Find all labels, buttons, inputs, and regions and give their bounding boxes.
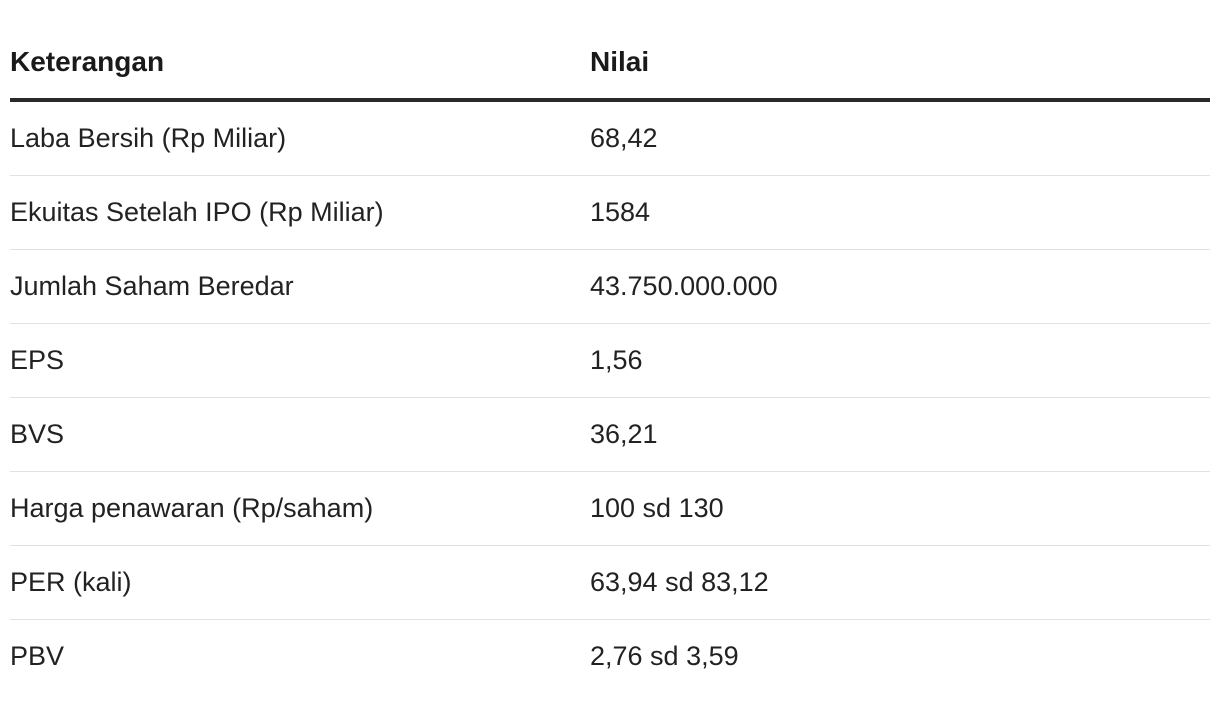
row-label: Ekuitas Setelah IPO (Rp Miliar) (10, 175, 590, 250)
row-label: BVS (10, 397, 590, 472)
row-value: 43.750.000.000 (590, 249, 1210, 324)
table-row: Laba Bersih (Rp Miliar) 68,42 (10, 100, 1210, 176)
table-header: Keterangan Nilai (10, 26, 1210, 102)
table-body: Laba Bersih (Rp Miliar) 68,42 Ekuitas Se… (10, 100, 1210, 693)
row-value: 2,76 sd 3,59 (590, 641, 739, 671)
data-table-container: Keterangan Nilai Laba Bersih (Rp Miliar)… (10, 26, 1210, 693)
column-header-nilai: Nilai (590, 26, 1210, 102)
row-label: PER (kali) (10, 545, 590, 620)
row-label: Jumlah Saham Beredar (10, 249, 590, 324)
row-label: EPS (10, 323, 590, 398)
table-row: Ekuitas Setelah IPO (Rp Miliar) 1584 (10, 175, 1210, 250)
table-row: EPS 1,56 (10, 323, 1210, 398)
header-row: Keterangan Nilai (10, 26, 1210, 102)
row-value: 100 sd 130 (590, 471, 1210, 546)
table-row: Harga penawaran (Rp/saham) 100 sd 130 (10, 471, 1210, 546)
table-row: BVS 36,21 (10, 397, 1210, 472)
row-value: 36,21 (590, 397, 1210, 472)
row-value: 68,42 (590, 100, 1210, 176)
table-row: PBV 2,76 sd 3,59 (10, 620, 1210, 694)
row-value: 1,56 (590, 323, 1210, 398)
table-row: PER (kali) 63,94 sd 83,12 (10, 545, 1210, 620)
row-label: PBV (10, 641, 65, 671)
row-label: Harga penawaran (Rp/saham) (10, 471, 590, 546)
column-header-keterangan: Keterangan (10, 26, 590, 102)
row-label: Laba Bersih (Rp Miliar) (10, 100, 590, 176)
data-table: Keterangan Nilai Laba Bersih (Rp Miliar)… (10, 26, 1210, 693)
row-value: 63,94 sd 83,12 (590, 545, 1210, 620)
table-row: Jumlah Saham Beredar 43.750.000.000 (10, 249, 1210, 324)
row-value: 1584 (590, 175, 1210, 250)
